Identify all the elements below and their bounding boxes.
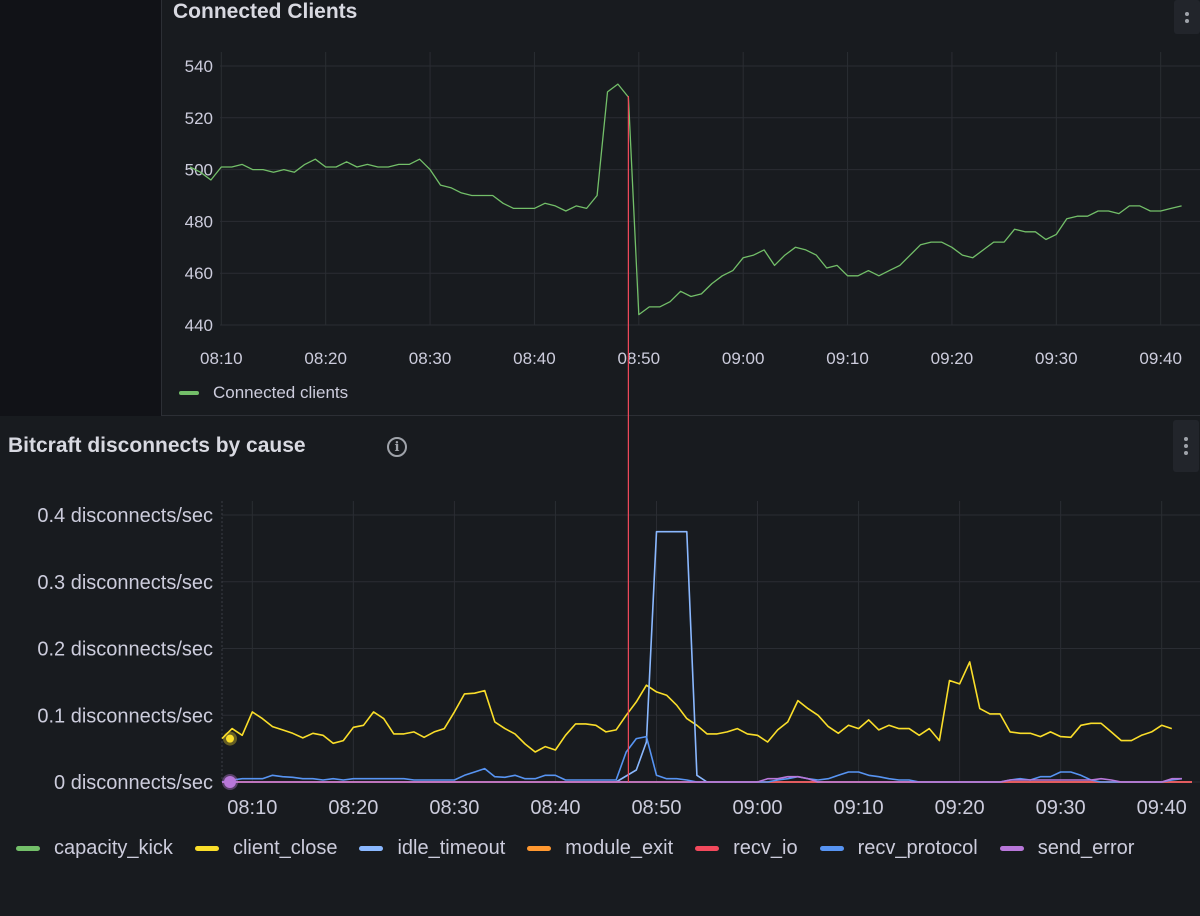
- legend-swatch: [359, 846, 384, 851]
- series-line-idle-timeout: [222, 530, 1192, 783]
- series-line-connected-clients: [189, 83, 1182, 316]
- y-tick-label: 520: [185, 109, 213, 128]
- x-tick-label: 09:10: [834, 797, 884, 819]
- legend-label: Connected clients: [213, 383, 349, 402]
- legend-item[interactable]: recv_protocol: [819, 837, 978, 860]
- legend-item[interactable]: recv_io: [695, 837, 798, 860]
- y-tick-label: 500: [185, 161, 213, 180]
- legend-label: client_close: [232, 837, 338, 859]
- legend-label: module_exit: [565, 837, 674, 859]
- series-line-send-error: [222, 775, 1182, 783]
- disconnects-panel: [0, 417, 1200, 916]
- hover-dot: [226, 734, 234, 743]
- x-tick-label: 08:30: [429, 797, 479, 819]
- hover-dot: [224, 776, 236, 788]
- x-tick-label: 09:30: [1035, 349, 1078, 368]
- y-tick-label: 440: [185, 316, 213, 335]
- y-tick-label: 0.3 disconnects/sec: [37, 572, 213, 594]
- legend-item[interactable]: idle_timeout: [359, 837, 505, 860]
- y-tick-label: 0.4 disconnects/sec: [37, 505, 213, 527]
- x-tick-label: 09:00: [732, 797, 782, 819]
- x-tick-label: 08:30: [409, 349, 452, 368]
- left-sidebar-area: [0, 0, 161, 416]
- x-tick-label: 08:40: [530, 797, 580, 819]
- y-tick-label: 540: [185, 57, 213, 76]
- legend-swatch: [194, 846, 219, 851]
- legend-label: send_error: [1037, 837, 1135, 859]
- x-tick-label: 08:40: [513, 349, 556, 368]
- x-tick-label: 08:10: [227, 797, 277, 819]
- legend-item[interactable]: Connected clients: [179, 383, 348, 403]
- panel-title-disconnects: Bitcraft disconnects by cause: [8, 434, 306, 457]
- legend-swatch: [527, 846, 552, 851]
- connected-clients-panel: [161, 0, 1200, 416]
- y-tick-label: 460: [185, 264, 213, 283]
- y-tick-label: 480: [185, 212, 213, 231]
- legend-item[interactable]: send_error: [999, 837, 1135, 860]
- series-line-recv-protocol: [221, 735, 1183, 783]
- legend-label: recv_io: [733, 837, 798, 859]
- x-tick-label: 09:00: [722, 349, 765, 368]
- legend-swatch: [819, 846, 844, 851]
- panel-title-connected-clients: Connected Clients: [173, 0, 358, 23]
- panel-menu-icon[interactable]: [1173, 420, 1199, 472]
- legend-item[interactable]: capacity_kick: [16, 837, 173, 860]
- y-tick-label: 0.1 disconnects/sec: [37, 705, 213, 727]
- legend-connected-clients: Connected clients: [179, 383, 370, 403]
- legend-label: idle_timeout: [397, 837, 506, 859]
- y-tick-label: 0.2 disconnects/sec: [37, 639, 213, 661]
- x-tick-label: 08:20: [304, 349, 347, 368]
- x-tick-label: 09:10: [826, 349, 869, 368]
- x-tick-label: 08:50: [618, 349, 661, 368]
- legend-label: recv_protocol: [857, 837, 978, 859]
- panel-menu-icon[interactable]: [1174, 0, 1200, 34]
- legend-swatch: [999, 846, 1024, 851]
- info-icon[interactable]: i: [387, 437, 407, 457]
- y-tick-label: 0 disconnects/sec: [54, 772, 213, 794]
- x-tick-label: 09:40: [1137, 797, 1187, 819]
- x-tick-label: 08:20: [328, 797, 378, 819]
- x-tick-label: 09:20: [931, 349, 974, 368]
- legend-swatch: [16, 846, 40, 851]
- legend-item[interactable]: module_exit: [527, 837, 673, 860]
- legend-disconnects: capacity_kick client_close idle_timeout mod…: [16, 837, 1166, 860]
- legend-label: capacity_kick: [54, 837, 173, 859]
- x-tick-label: 09:30: [1036, 797, 1086, 819]
- x-tick-label: 08:10: [200, 349, 243, 368]
- legend-item[interactable]: client_close: [194, 837, 338, 860]
- x-tick-label: 08:50: [631, 797, 681, 819]
- x-tick-label: 09:20: [935, 797, 985, 819]
- x-tick-label: 09:40: [1139, 349, 1182, 368]
- legend-swatch: [179, 391, 199, 395]
- legend-swatch: [695, 846, 720, 851]
- series-line-client-close: [221, 661, 1173, 753]
